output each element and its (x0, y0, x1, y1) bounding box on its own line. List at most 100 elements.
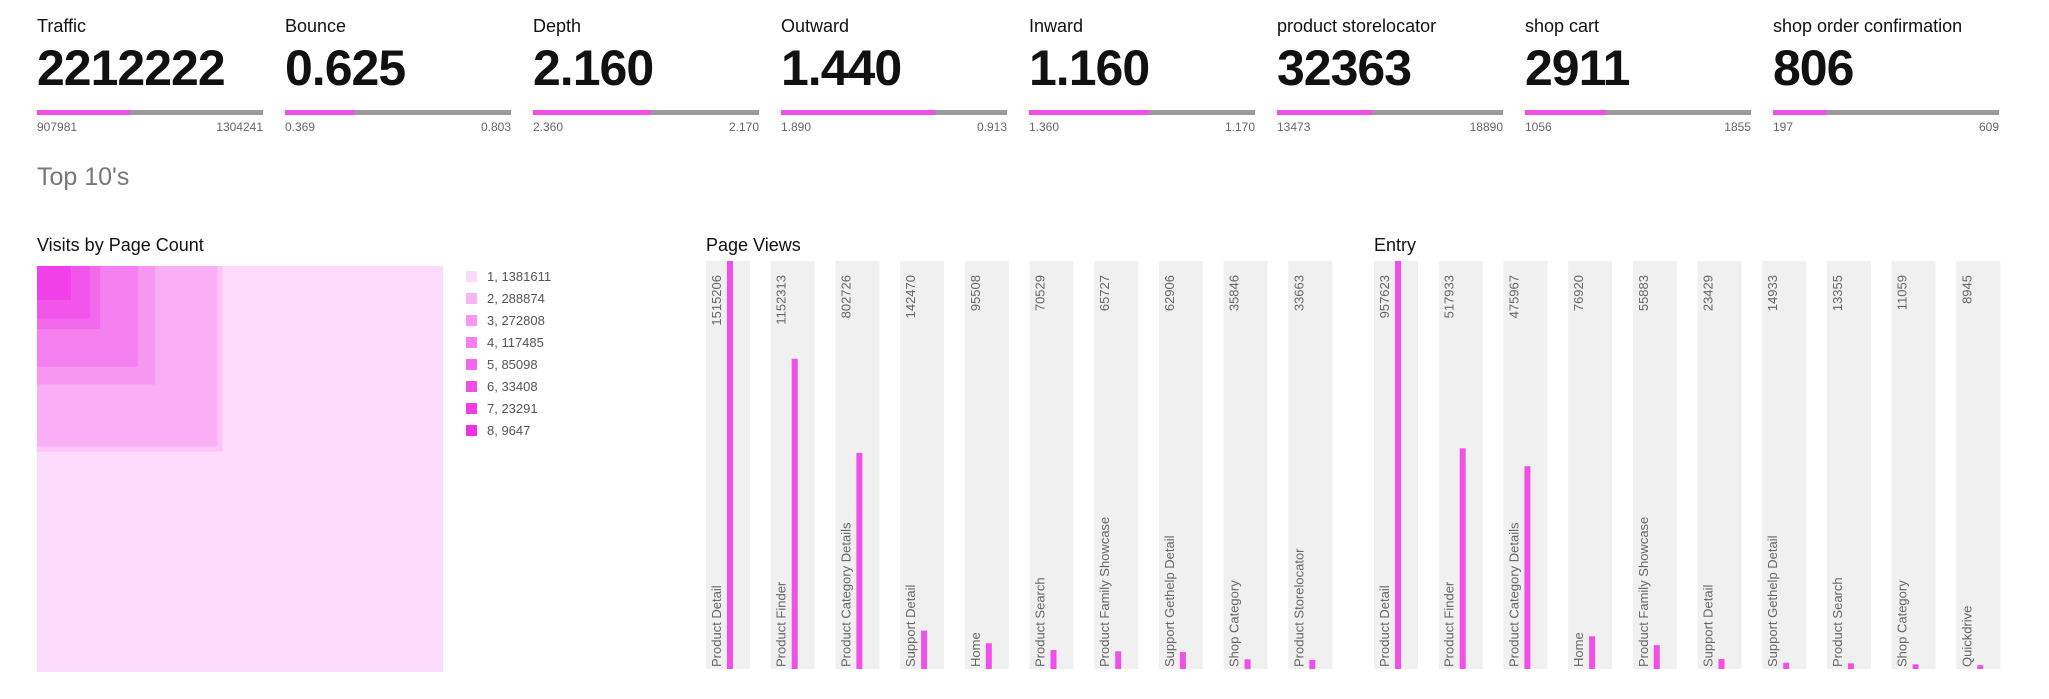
bar-column: 14933 Support Gethelp Detail (1762, 261, 1807, 669)
legend-item: 4, 117485 (466, 331, 551, 353)
bar-value-label: 70529 (1033, 275, 1048, 311)
kpi-title: Inward (1029, 16, 1084, 36)
pageviews-chart: 1515206 Product Detail 1152313 Product Find… (706, 261, 1333, 669)
legend-swatch (466, 402, 477, 414)
bar-value-label: 8945 (1959, 275, 1974, 304)
legend-item: 5, 85098 (466, 353, 551, 375)
kpi-range: 907981 1304241 (37, 120, 263, 134)
entry-title: Entry (1374, 235, 1417, 255)
kpi-progress-fill (781, 110, 935, 115)
bar-column-bg (1094, 261, 1139, 669)
kpi-range: 197 609 (1773, 120, 1999, 134)
kpi-card: Bounce 0.625 0.369 0.803 (285, 16, 511, 134)
bar (1977, 665, 1984, 669)
kpi-progress-fill (285, 110, 356, 115)
legend-swatch (466, 270, 477, 282)
bar-value-label: 55883 (1636, 275, 1651, 311)
bar-value-label: 62906 (1162, 275, 1177, 311)
kpi-progress-track (1525, 110, 1751, 115)
kpi-card: shop order confirmation 806 197 609 (1773, 16, 1999, 134)
bar-value-label: 35846 (1227, 275, 1242, 311)
treemap-title: Visits by Page Count (37, 235, 204, 255)
kpi-range: 1.890 0.913 (781, 120, 1007, 134)
bar-value-label: 11059 (1895, 275, 1910, 310)
bar-column-bg (1826, 261, 1871, 669)
legend-label: 4, 117485 (487, 334, 544, 350)
kpi-progress-track (1773, 110, 1999, 115)
legend-swatch (466, 380, 477, 392)
kpi-range-low: 2.360 (533, 120, 564, 134)
kpi-range-high: 18890 (1469, 120, 1503, 134)
kpi-card: shop cart 2911 1056 1855 (1525, 16, 1751, 134)
bar-value-label: 957623 (1377, 275, 1392, 318)
bar-column-bg (1956, 261, 2001, 669)
bar-value-label: 23429 (1701, 275, 1716, 311)
kpi-progress-fill (1525, 110, 1607, 115)
legend-swatch (466, 314, 477, 326)
bar-category-label: Quickdrive (1959, 606, 1974, 667)
kpi-range-low: 0.369 (285, 120, 316, 134)
bar-value-label: 76920 (1571, 275, 1586, 311)
kpi-card: Traffic 2212222 907981 1304241 (37, 16, 263, 134)
bar-column: 957623 Product Detail (1374, 261, 1418, 669)
kpi-card: Outward 1.440 1.890 0.913 (781, 16, 1007, 134)
bar-category-label: Product Category Details (1506, 522, 1521, 667)
legend-item: 6, 33408 (466, 375, 551, 397)
bar (1524, 466, 1531, 669)
legend-label: 8, 9647 (487, 422, 531, 438)
bar-column: 70529 Product Search (1029, 261, 1074, 669)
legend-label: 3, 272808 (487, 312, 545, 328)
bar-column: 1515206 Product Detail (706, 261, 750, 669)
bar (856, 452, 863, 669)
kpi-range: 1056 1855 (1525, 120, 1751, 134)
bar-value-label: 1515206 (709, 275, 724, 326)
legend-swatch (466, 424, 477, 436)
kpi-range-low: 1056 (1525, 120, 1552, 134)
kpi-title: Bounce (285, 16, 347, 36)
bar-category-label: Product Family Showcase (1097, 517, 1112, 667)
bar-category-label: Shop Category (1895, 580, 1910, 667)
bar (1589, 636, 1596, 669)
kpi-title: shop cart (1525, 16, 1600, 36)
bar-column: 35846 Shop Category (1223, 261, 1268, 669)
kpi-progress-fill (1029, 110, 1149, 115)
bar-value-label: 1152313 (774, 275, 789, 325)
kpi-card: Inward 1.160 1.360 1.170 (1029, 16, 1255, 134)
bar-category-label: Support Gethelp Detail (1765, 535, 1780, 667)
legend-item: 2, 288874 (466, 287, 551, 309)
kpi-card: Depth 2.160 2.360 2.170 (533, 16, 759, 134)
legend-item: 3, 272808 (466, 309, 551, 331)
bar-column-bg (900, 261, 945, 669)
bar-column: 76920 Home (1568, 261, 1613, 669)
kpi-progress-track (781, 110, 1007, 115)
bar-column: 142470 Support Detail (900, 261, 945, 669)
bar-category-label: Support Detail (903, 585, 918, 667)
bar-category-label: Product Finder (774, 581, 789, 667)
bar-value-label: 14933 (1765, 275, 1780, 311)
bar (1912, 664, 1919, 669)
kpi-range-low: 197 (1773, 120, 1794, 134)
bar-column: 11059 Shop Category (1891, 261, 1936, 669)
kpi-progress-fill (1277, 110, 1372, 115)
bar (1395, 261, 1401, 669)
kpi-range: 1.360 1.170 (1029, 120, 1255, 134)
bar-column-bg (1568, 261, 1613, 669)
kpi-range: 2.360 2.170 (533, 120, 759, 134)
legend-label: 7, 23291 (487, 400, 538, 416)
kpi-value: 0.625 (285, 40, 406, 96)
bar-column: 802726 Product Category Details (835, 261, 880, 669)
kpi-title: Outward (781, 16, 850, 36)
bar-column: 1152313 Product Finder (770, 261, 815, 669)
kpi-range-high: 0.803 (480, 120, 511, 134)
bar-column-bg (1158, 261, 1203, 669)
kpi-range-low: 1.890 (781, 120, 812, 134)
bar-value-label: 65727 (1097, 275, 1112, 311)
kpi-range-high: 1855 (1724, 120, 1751, 134)
bar-column: 13355 Product Search (1826, 261, 1871, 669)
kpi-progress-track (533, 110, 759, 115)
kpi-range-high: 1304241 (216, 120, 263, 134)
legend-item: 1, 1381611 (466, 265, 551, 287)
bar-column-bg (1223, 261, 1268, 669)
kpi-title: Traffic (37, 16, 87, 36)
bar-column: 65727 Product Family Showcase (1094, 261, 1139, 669)
